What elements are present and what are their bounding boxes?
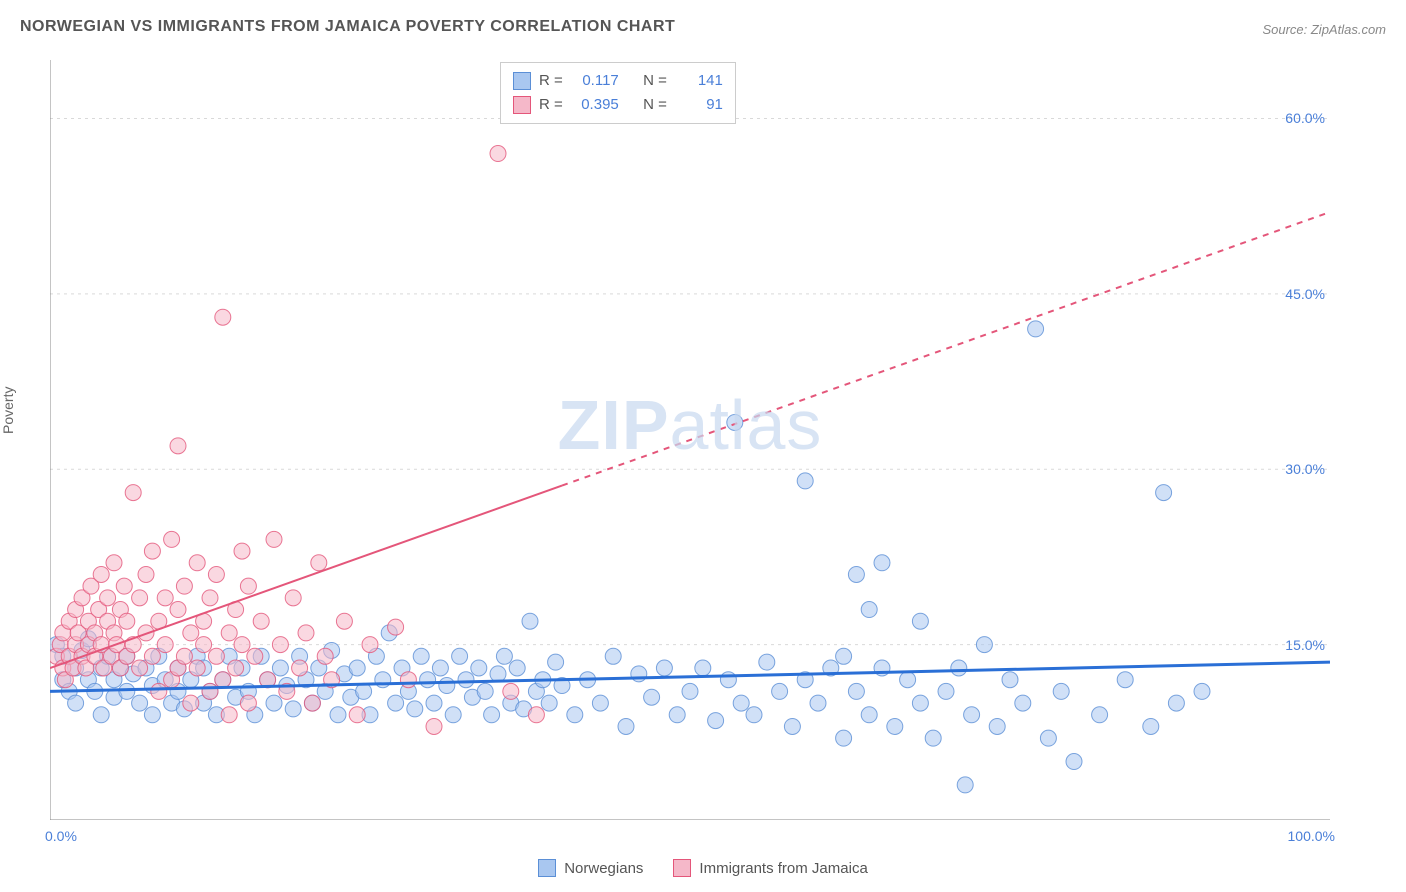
legend-item: Immigrants from Jamaica bbox=[673, 859, 867, 877]
y-tick-label: 15.0% bbox=[1285, 637, 1325, 653]
y-axis-label: Poverty bbox=[0, 387, 16, 434]
y-tick-label: 30.0% bbox=[1285, 461, 1325, 477]
stats-legend-row: R = 0.117 N = 141 bbox=[513, 69, 723, 93]
r-value: 0.395 bbox=[571, 93, 619, 117]
n-value: 141 bbox=[675, 69, 723, 93]
series-legend: Norwegians Immigrants from Jamaica bbox=[0, 859, 1406, 877]
stats-legend-row: R = 0.395 N = 91 bbox=[513, 93, 723, 117]
legend-swatch-icon bbox=[673, 859, 691, 877]
n-value: 91 bbox=[675, 93, 723, 117]
legend-label: Immigrants from Jamaica bbox=[699, 860, 867, 877]
r-value: 0.117 bbox=[571, 69, 619, 93]
legend-swatch-icon bbox=[513, 72, 531, 90]
stats-legend-box: R = 0.117 N = 141 R = 0.395 N = 91 bbox=[500, 62, 736, 124]
r-label: R = bbox=[539, 69, 563, 93]
chart-title: NORWEGIAN VS IMMIGRANTS FROM JAMAICA POV… bbox=[20, 18, 675, 36]
legend-item: Norwegians bbox=[538, 859, 643, 877]
scatter-chart bbox=[50, 60, 1330, 820]
plot-area: ZIPatlas R =0.117 N =141R =0.395 N =91 1… bbox=[50, 60, 1330, 820]
x-tick-right: 100.0% bbox=[1288, 828, 1335, 844]
legend-label: Norwegians bbox=[564, 860, 643, 877]
n-label: N = bbox=[643, 69, 667, 93]
source-attribution: Source: ZipAtlas.com bbox=[1262, 22, 1386, 37]
legend-swatch-icon bbox=[538, 859, 556, 877]
r-label: R = bbox=[539, 93, 563, 117]
y-tick-label: 45.0% bbox=[1285, 286, 1325, 302]
x-tick-left: 0.0% bbox=[45, 828, 77, 844]
y-tick-label: 60.0% bbox=[1285, 110, 1325, 126]
legend-swatch-icon bbox=[513, 96, 531, 114]
n-label: N = bbox=[643, 93, 667, 117]
